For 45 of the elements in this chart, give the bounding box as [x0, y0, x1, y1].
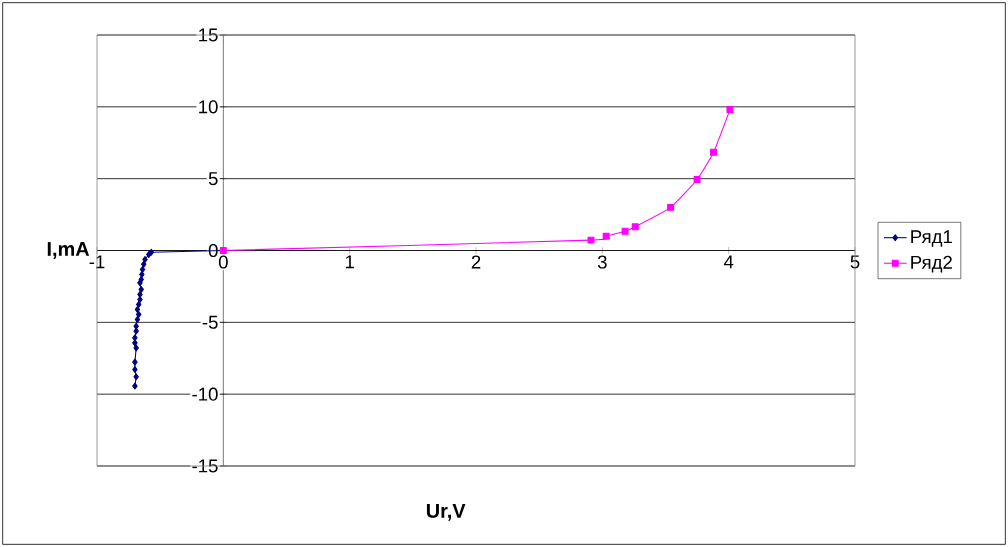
legend-label: Ряд1 — [911, 230, 952, 247]
y-axis-title: I,mA — [47, 242, 90, 259]
point — [133, 327, 139, 335]
point — [142, 256, 148, 264]
point — [133, 373, 139, 381]
legend-label: Ряд2 — [911, 255, 952, 273]
y-tick-label: 10 — [199, 100, 218, 114]
point — [137, 290, 143, 298]
y-tick-label: -10 — [192, 387, 218, 401]
x-tick-label: 0 — [218, 255, 228, 269]
point — [137, 279, 143, 287]
point — [667, 203, 675, 211]
y-tick-label: 15 — [199, 28, 218, 42]
point — [710, 148, 717, 156]
y-tick-label: 5 — [208, 172, 218, 186]
point — [134, 306, 141, 314]
point — [135, 301, 142, 308]
point — [137, 296, 143, 303]
x-tick-label: 2 — [471, 255, 481, 269]
point — [726, 106, 734, 114]
point — [587, 236, 595, 244]
point — [139, 265, 146, 273]
x-tick-label: 1 — [345, 255, 354, 269]
point — [631, 223, 639, 231]
point — [141, 260, 147, 268]
point — [139, 271, 145, 278]
point — [138, 285, 144, 293]
x-tick-label: 5 — [850, 255, 860, 269]
point — [621, 227, 629, 235]
y-tick-label: -5 — [202, 315, 218, 329]
point — [132, 382, 138, 390]
x-tick-label: 3 — [597, 255, 607, 269]
point — [132, 365, 138, 373]
point — [132, 339, 138, 347]
point — [135, 310, 142, 318]
x-axis-title: Ur,V — [426, 503, 466, 521]
y-tick-label: -15 — [192, 459, 218, 473]
point — [133, 344, 139, 352]
x-tick-label: -1 — [89, 255, 105, 269]
point — [133, 322, 139, 330]
point — [132, 358, 138, 366]
x-tick-label: 4 — [723, 255, 734, 269]
point — [134, 315, 141, 323]
point — [693, 176, 701, 183]
point — [602, 232, 610, 240]
